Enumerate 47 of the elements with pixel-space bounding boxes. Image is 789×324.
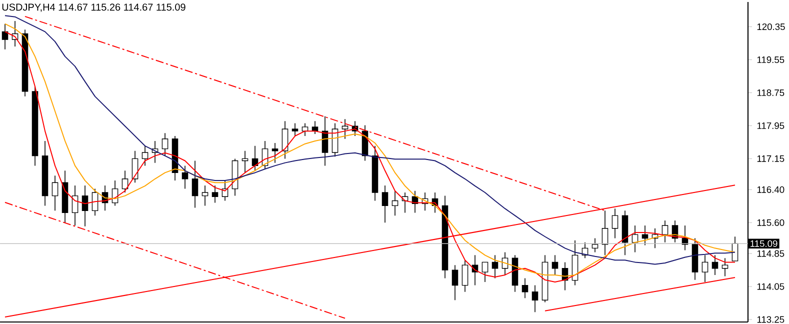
y-tick-label: 114.85: [757, 250, 784, 257]
y-tick-label: 114.05: [757, 283, 784, 290]
candlestick: [92, 188, 98, 216]
candlestick: [482, 262, 488, 282]
candlestick: [192, 160, 198, 208]
candlestick: [382, 185, 388, 224]
y-tick-label: 115.60: [757, 219, 784, 226]
candlestick: [2, 23, 8, 50]
y-tick-label: 117.95: [757, 122, 784, 129]
candlestick: [82, 185, 88, 227]
candlestick: [662, 220, 668, 243]
candlestick: [202, 185, 208, 206]
candlestick: [282, 120, 288, 160]
candlestick: [452, 264, 458, 301]
ref-line-label: 115.09: [750, 240, 778, 247]
candlestick: [712, 254, 718, 276]
y-tick-label: 117.15: [757, 155, 784, 162]
candlestick: [52, 175, 58, 212]
y-tick-label: 120.35: [757, 23, 785, 30]
candlestick: [292, 122, 298, 136]
candlestick: [182, 165, 188, 190]
candlestick: [242, 150, 248, 174]
candlestick: [522, 278, 528, 298]
candlestick: [642, 225, 648, 246]
candlestick: [632, 225, 638, 253]
candlestick: [592, 238, 598, 253]
candlestick: [552, 254, 558, 276]
y-tick-label: 119.55: [757, 56, 784, 64]
candlestick: [532, 284, 538, 312]
candlestick: [392, 190, 398, 216]
candlestick: [342, 118, 348, 140]
chart-title: USDJPY,H4 114.67 115.26 114.67 115.09: [2, 4, 186, 12]
candlestick: [722, 258, 728, 277]
candlestick: [602, 210, 608, 256]
candlestick: [212, 185, 218, 204]
y-tick-label: 118.75: [757, 89, 784, 96]
candlestick: [702, 254, 708, 282]
candlestick: [162, 132, 168, 156]
candlestick: [272, 142, 278, 164]
candlestick: [492, 254, 498, 279]
candlestick: [612, 208, 618, 239]
y-tick-label: 116.40: [757, 186, 784, 193]
candlestick: [462, 260, 468, 292]
candlestick: [122, 170, 128, 193]
y-tick-label: 113.25: [757, 316, 784, 323]
candlestick: [72, 185, 78, 226]
candlestick: [142, 146, 148, 166]
